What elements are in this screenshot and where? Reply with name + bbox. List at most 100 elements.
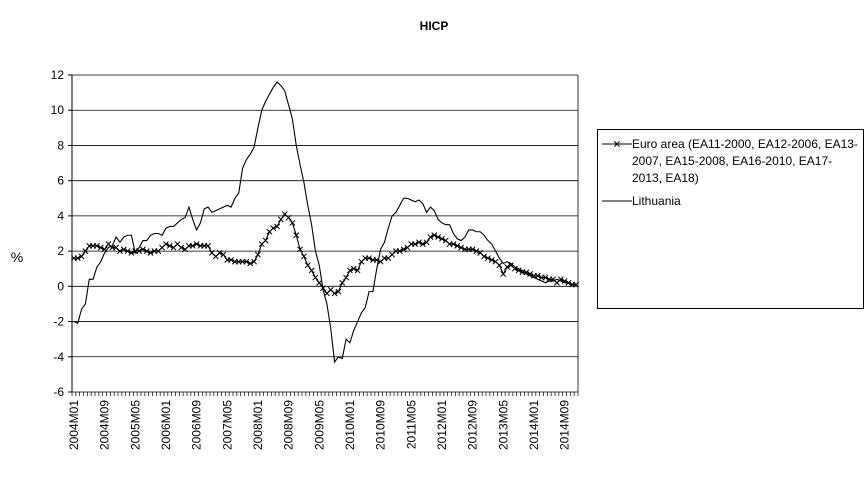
y-tick-label: 10 [51,103,65,117]
series-marker [193,241,200,248]
x-tick-label: 2006M01 [159,400,173,450]
series-marker [124,248,131,255]
series-marker [293,232,300,239]
series-marker [415,239,422,246]
x-tick-label: 2004M01 [67,400,81,450]
series-marker [274,223,281,230]
series-marker [534,272,541,279]
y-tick-label: 6 [57,174,64,188]
series-marker [331,290,338,297]
series-marker [500,271,507,277]
series-marker [473,248,480,255]
x-tick-label: 2008M01 [251,400,265,450]
series-marker [450,241,457,248]
series-marker [143,248,150,255]
series-marker [469,246,476,253]
y-tick-label: 12 [51,68,65,82]
series-marker [228,256,235,263]
y-tick-label: 8 [57,138,64,152]
series-marker [97,244,104,251]
x-tick-label: 2005M05 [128,400,142,450]
series-marker [247,260,254,267]
series-marker [243,258,250,265]
series-marker [189,242,196,249]
series-marker [511,265,518,272]
series-marker [419,241,426,248]
series-marker [312,274,319,281]
legend-label: Lithuania [632,194,681,208]
legend-marker [614,141,620,147]
series-marker [277,216,284,223]
series-marker [435,234,442,240]
series-marker [147,249,154,256]
series-marker [438,235,445,242]
series-marker [205,242,212,249]
series-marker [316,279,323,286]
series-marker [254,251,261,258]
series-marker [488,256,495,263]
series-marker [573,281,580,288]
series-line [73,81,577,364]
series-marker [412,241,419,248]
series-marker [366,255,373,262]
series-marker [216,249,223,256]
x-tick-label: 2007M05 [220,400,234,450]
x-tick-label: 2014M09 [558,400,572,450]
x-tick-label: 2010M09 [374,400,388,450]
x-tick-label: 2008M09 [282,400,296,450]
series-marker [423,239,430,246]
series-marker [128,249,135,256]
series-marker [515,267,522,274]
series-marker [139,246,146,253]
series-marker [454,242,461,249]
series-marker [162,241,169,248]
series-marker [297,246,304,253]
series-marker [431,232,438,239]
x-tick-label: 2014M01 [527,400,541,450]
series-marker [496,262,503,269]
series-marker [93,242,100,249]
x-tick-label: 2013M05 [496,400,510,450]
x-tick-label: 2006M09 [190,400,204,450]
x-tick-label: 2009M05 [312,400,326,450]
series-marker [308,267,315,274]
series-marker [116,248,123,255]
series-marker [427,234,434,240]
series-marker [343,274,350,281]
y-tick-label: 0 [57,279,64,293]
x-tick-label: 2010M01 [343,400,357,450]
series-marker [396,248,403,255]
series-marker [120,246,127,253]
series-marker [458,244,465,251]
series-marker [350,265,357,272]
series-marker [178,244,185,251]
series-marker [289,219,296,226]
y-tick-label: 2 [57,244,64,258]
series-marker [400,246,407,253]
series-marker [335,288,342,295]
series-marker [82,248,89,255]
x-tick-label: 2012M09 [466,400,480,450]
chart-title: HICP [420,19,449,33]
series-marker [270,225,277,232]
y-tick-label: 4 [57,209,64,223]
series-marker [300,253,307,260]
legend-swatch [602,200,632,202]
series-marker [251,258,258,265]
series-marker [220,251,227,258]
legend-entry: Lithuania [602,193,859,210]
series-marker [527,271,534,277]
legend-entry: Euro area (EA11-2000, EA12-2006, EA13-20… [602,136,859,187]
legend-swatch [602,141,632,147]
series-marker [74,255,81,262]
y-tick-label: -6 [53,385,64,399]
series-marker [542,274,549,281]
x-tick-label: 2011M05 [404,400,418,449]
series-marker [484,255,491,262]
legend: Euro area (EA11-2000, EA12-2006, EA13-20… [597,129,864,309]
series-marker [346,267,353,274]
series-marker [262,237,269,244]
series-marker [481,253,488,260]
series-marker [504,264,511,270]
